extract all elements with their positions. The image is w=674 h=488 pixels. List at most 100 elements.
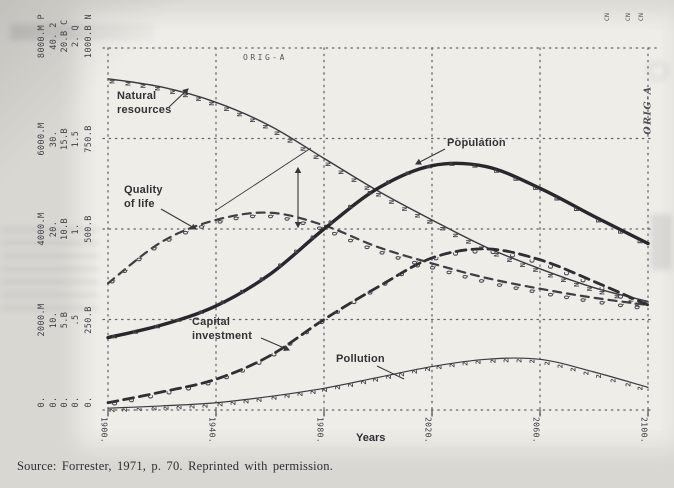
plot-symbol-2: 2 xyxy=(271,396,279,400)
plot-symbol-C: C xyxy=(471,250,479,254)
plot-symbol-2: 2 xyxy=(503,359,511,363)
plot-symbol-Q: Q xyxy=(316,226,324,230)
x-tick-1900: 1900. xyxy=(99,416,109,444)
plot-symbol-2: 2 xyxy=(372,378,380,382)
plot-symbol-N: N xyxy=(249,118,257,122)
plot-symbol-N: N xyxy=(154,86,162,90)
plot-symbol-2: 2 xyxy=(175,405,183,409)
plot-symbol-P: P xyxy=(111,334,119,338)
plot-symbol-Q: Q xyxy=(547,292,555,296)
plot-symbol-2: 2 xyxy=(229,401,237,405)
plot-symbol-2: 2 xyxy=(283,394,291,398)
plot-symbol-Q: Q xyxy=(617,303,625,307)
plot-symbol-N: N xyxy=(109,80,117,84)
plot-symbol-Q: Q xyxy=(166,238,174,242)
x-tick-2060: 2060. xyxy=(531,416,541,444)
scale-tick-C-4: 20.B C xyxy=(60,19,70,53)
plot-symbol-2: 2 xyxy=(309,390,317,394)
arrowhead xyxy=(294,222,302,229)
plot-symbol-P: P xyxy=(277,263,285,267)
plot-symbol-2: 2 xyxy=(624,383,632,387)
curve-label-quality-of-life: Quality of life xyxy=(124,184,163,212)
plot-symbol-C: C xyxy=(598,287,606,291)
plot-symbol-P: P xyxy=(426,164,434,168)
plot-symbol-Q: Q xyxy=(634,305,642,309)
plot-symbol-2: 2 xyxy=(150,407,158,411)
plot-symbol-C: C xyxy=(509,254,517,258)
pointer-line-pollution xyxy=(376,365,405,380)
plot-symbol-P: P xyxy=(595,219,603,223)
plot-symbol-2: 2 xyxy=(109,408,117,412)
plot-symbol-2: 2 xyxy=(595,374,603,378)
curve-label-line: Pollution xyxy=(336,353,385,365)
scale-tick-Q-4: 2. Q xyxy=(71,24,81,48)
plot-symbol-Q: Q xyxy=(529,289,537,293)
plot-symbol-N: N xyxy=(337,170,345,174)
arrowhead xyxy=(294,166,302,173)
plot-symbol-2: 2 xyxy=(449,363,457,367)
plot-symbol-2: 2 xyxy=(201,404,209,408)
plot-symbol-P: P xyxy=(309,235,317,239)
plot-symbol-P: P xyxy=(636,240,644,244)
plot-symbol-2: 2 xyxy=(347,383,355,387)
plot-symbol-2: 2 xyxy=(636,386,644,390)
source-citation: Source: Forrester, 1971, p. 70. Reprinte… xyxy=(17,459,334,473)
plot-symbol-C: C xyxy=(205,382,213,386)
plot-symbol-P: P xyxy=(347,204,355,208)
plot-symbol-Q: Q xyxy=(182,230,190,234)
plot-symbol-P: P xyxy=(493,169,501,173)
plot-symbol-Q: Q xyxy=(347,238,355,242)
plot-symbol-N: N xyxy=(439,227,447,231)
x-axis-title: Years xyxy=(356,432,386,444)
curve-label-line: of life xyxy=(124,197,155,210)
plot-symbol-2: 2 xyxy=(321,388,329,392)
plot-symbol-Q: Q xyxy=(598,301,606,305)
plot-symbol-N: N xyxy=(560,278,568,282)
pointer-line-capital-investment xyxy=(260,337,290,351)
plot-symbol-N: N xyxy=(287,139,295,143)
plot-symbol-C: C xyxy=(166,391,174,395)
x-tick-2100: 2100. xyxy=(639,416,649,444)
plot-symbol-N: N xyxy=(547,273,555,277)
plot-symbol-Q: Q xyxy=(411,260,419,264)
plot-symbol-2: 2 xyxy=(570,367,578,371)
plot-symbol-Q: Q xyxy=(109,279,117,283)
plot-symbol-Q: Q xyxy=(331,231,339,235)
curve-label-population: Population xyxy=(447,137,506,151)
plot-symbol-P: P xyxy=(293,249,301,253)
plot-symbol-Q: Q xyxy=(136,257,144,261)
scale-tick-2-2: 20. xyxy=(49,220,59,238)
plot-symbol-C: C xyxy=(433,257,441,261)
plot-symbol-Q: Q xyxy=(395,256,403,260)
plot-symbol-N: N xyxy=(350,178,358,182)
margin-mark-0: CN xyxy=(603,12,611,22)
plot-symbol-P: P xyxy=(132,330,140,334)
plot-symbol-N: N xyxy=(532,268,540,272)
scale-tick-P-0: 0. xyxy=(37,396,47,408)
plot-symbol-N: N xyxy=(414,214,422,218)
scale-tick-Q-3: 1.5 xyxy=(71,130,81,147)
plot-symbol-P: P xyxy=(175,318,183,322)
plot-symbol-Q: Q xyxy=(121,269,129,273)
plot-symbol-2: 2 xyxy=(121,408,129,412)
scale-tick-P-3: 6000.M xyxy=(37,121,47,156)
grid xyxy=(102,47,659,418)
scale-tick-C-0: 0. xyxy=(60,396,70,408)
plot-symbol-P: P xyxy=(404,171,412,175)
plot-symbol-N: N xyxy=(426,220,434,224)
plot-symbol-2: 2 xyxy=(385,375,393,379)
plot-symbol-N: N xyxy=(274,131,282,135)
plot-symbol-C: C xyxy=(239,369,247,373)
plot-symbol-2: 2 xyxy=(424,367,432,371)
plot-symbol-C: C xyxy=(287,342,295,346)
scale-tick-Q-0: 0. xyxy=(71,396,81,408)
plot-symbol-N: N xyxy=(598,290,606,294)
plot-symbol-Q: Q xyxy=(429,266,437,270)
scale-tick-2-4: 40. 2 xyxy=(49,22,59,50)
plot-symbol-N: N xyxy=(613,294,621,298)
plot-symbol-2: 2 xyxy=(610,378,618,382)
plot-symbol-C: C xyxy=(111,402,119,406)
scale-tick-N-4: 1000.B N xyxy=(84,13,94,59)
plot-symbol-C: C xyxy=(255,361,263,365)
plot-symbol-N: N xyxy=(325,162,333,166)
